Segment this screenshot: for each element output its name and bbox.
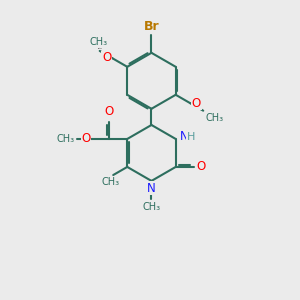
Text: CH₃: CH₃: [206, 113, 224, 123]
Text: CH₃: CH₃: [102, 177, 120, 188]
Text: methyl: methyl: [98, 48, 103, 50]
Text: O: O: [196, 160, 206, 173]
Text: H: H: [187, 132, 195, 142]
Text: O: O: [102, 51, 111, 64]
Text: CH₃: CH₃: [142, 202, 160, 212]
Text: N: N: [180, 130, 189, 143]
Text: O: O: [82, 132, 91, 145]
Text: CH₃: CH₃: [56, 134, 74, 144]
Text: CH₃: CH₃: [89, 37, 107, 47]
Text: O: O: [192, 97, 201, 110]
Text: N: N: [147, 182, 156, 194]
Text: O: O: [104, 105, 114, 118]
Text: Br: Br: [144, 20, 159, 33]
